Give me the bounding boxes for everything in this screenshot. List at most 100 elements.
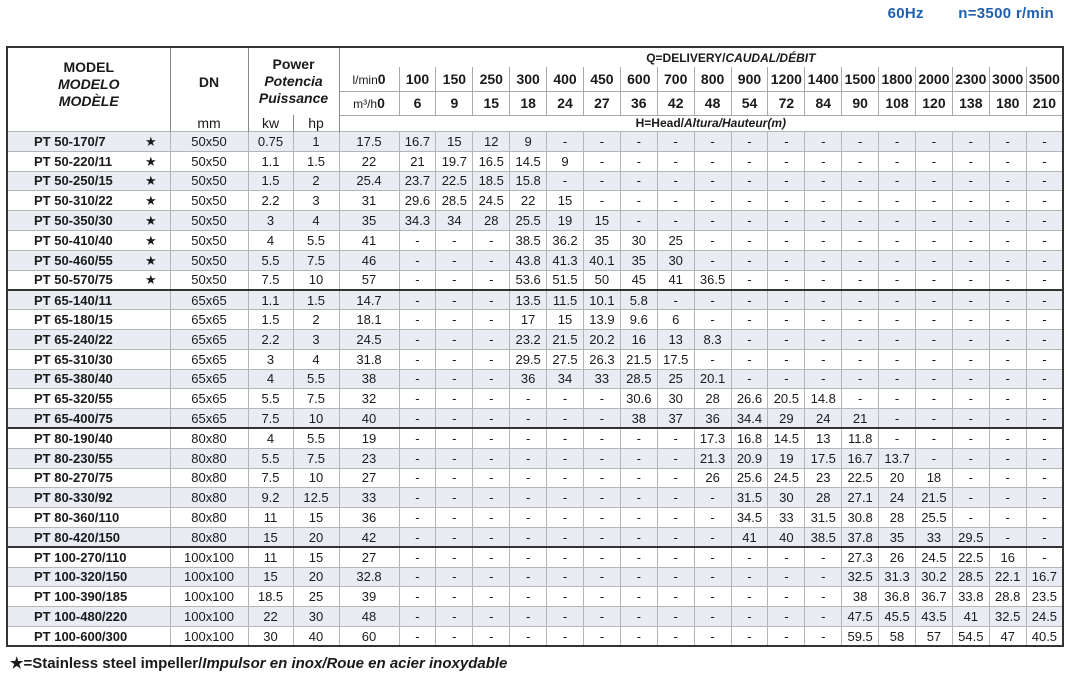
head-cell: -	[582, 586, 621, 607]
star-icon: ★	[145, 272, 157, 288]
speed-label: n=3500 r/min	[958, 5, 1054, 22]
head-cell: -	[398, 566, 436, 587]
head-cell: -	[878, 328, 916, 350]
head-cell: -	[398, 309, 436, 330]
head-cell: -	[988, 210, 1027, 231]
head-cell: -	[1025, 507, 1064, 528]
kw-cell: 3	[247, 210, 293, 231]
table-row: PT 100-390/185 100x100 18.5 25 39- - - - - - - - - - -…	[6, 586, 1064, 607]
head-cell: 24.5	[914, 546, 953, 568]
head-cell: -	[914, 249, 953, 271]
head-cell: -	[841, 348, 879, 370]
head-cell: -	[1025, 447, 1064, 469]
head-cell: -	[730, 229, 768, 251]
head-cell: 45	[619, 269, 658, 290]
lmin-col-3: 250	[472, 67, 510, 92]
head-cell: 26	[693, 467, 732, 488]
head-cell: -	[841, 210, 879, 231]
m3h-col-13: 90	[841, 91, 879, 116]
head-cell: -	[1025, 170, 1064, 191]
head-cell: -	[693, 190, 732, 211]
dn-cell: 50x50	[169, 170, 248, 191]
hp-cell: 12.5	[292, 487, 340, 508]
head-cell: -	[951, 487, 990, 508]
model-cell: PT 100-390/185	[6, 586, 170, 607]
lmin-col-4: 300	[509, 67, 547, 92]
head-cell: 32.8	[338, 566, 400, 587]
head-cell: 19	[338, 427, 400, 449]
head-cell: -	[472, 586, 510, 607]
head-cell: -	[582, 150, 621, 172]
head-cell: 30.2	[914, 566, 953, 587]
model-fr: MODÈLE	[58, 93, 119, 109]
model-cell: PT 65-310/30	[6, 348, 170, 370]
head-cell: 16.8	[730, 427, 768, 449]
head-cell: -	[730, 368, 768, 389]
head-cell: -	[988, 507, 1027, 528]
head-cell: -	[435, 309, 473, 330]
head-cell: -	[472, 309, 510, 330]
head-cell: 37.8	[841, 526, 879, 548]
model-cell: PT 50-460/55 ★	[6, 249, 170, 271]
dn-cell: 100x100	[169, 606, 248, 627]
dn-unit: mm	[170, 115, 249, 132]
head-cell: -	[398, 625, 436, 647]
m3h-col-6: 27	[582, 91, 621, 116]
head-cell: 23.7	[398, 170, 436, 191]
head-cell: 33	[582, 368, 621, 389]
head-cell: -	[914, 229, 953, 251]
hp-cell: 15	[292, 507, 340, 528]
head-cell: -	[693, 288, 732, 310]
head-cell: -	[1025, 546, 1064, 568]
head-cell: -	[546, 625, 584, 647]
head-cell: -	[951, 507, 990, 528]
head-cell: -	[878, 408, 916, 429]
dn-cell: 65x65	[169, 368, 248, 389]
head-cell: 36.5	[693, 269, 732, 290]
dn-cell: 65x65	[169, 328, 248, 350]
head-cell: -	[730, 546, 768, 568]
hp-cell: 7.5	[292, 447, 340, 469]
head-cell: 9.6	[619, 309, 658, 330]
head-cell: -	[582, 131, 621, 152]
model-es: MODELO	[58, 76, 120, 92]
m3h-col-14: 108	[878, 91, 916, 116]
m3h-col-12: 84	[804, 91, 842, 116]
model-name: PT 50-350/30	[34, 213, 113, 229]
head-cell: -	[656, 210, 695, 231]
head-cell: 28.5	[619, 368, 658, 389]
model-cell: PT 80-420/150	[6, 526, 170, 548]
head-cell: 33	[914, 526, 953, 548]
dn-cell: 50x50	[169, 131, 248, 152]
head-cell: -	[1025, 368, 1064, 389]
head-cell: 18	[914, 467, 953, 488]
head-cell: -	[914, 150, 953, 172]
head-cell: -	[1025, 467, 1064, 488]
head-cell: -	[951, 288, 990, 310]
model-name: PT 50-250/15	[34, 173, 113, 189]
pump-performance-table: MODEL MODELO MODÈLE DN Power Potencia Pu…	[6, 46, 1065, 648]
head-cell: 40.1	[582, 249, 621, 271]
dn-cell: 100x100	[169, 586, 248, 607]
table-row: PT 65-140/11 65x65 1.1 1.5 14.7- - -13.5 11.5 10…	[6, 288, 1064, 310]
head-cell: -	[509, 507, 547, 528]
hp-cell: 5.5	[292, 368, 340, 389]
head-cell: -	[472, 408, 510, 429]
lmin-unit: l/min	[352, 72, 378, 87]
kw-cell: 30	[247, 625, 293, 647]
head-cell: -	[693, 487, 732, 508]
head-cell: -	[582, 566, 621, 587]
head-cell: 16	[988, 546, 1027, 568]
head-cell: -	[582, 526, 621, 548]
star-icon: ★	[145, 173, 157, 189]
head-cell: -	[619, 507, 658, 528]
head-cell: 22.5	[951, 546, 990, 568]
hp-cell: 7.5	[292, 249, 340, 271]
head-cell: 29.6	[398, 190, 436, 211]
head-cell: -	[656, 606, 695, 627]
lmin-col-15: 2000	[914, 67, 953, 92]
head-cell: 43.5	[914, 606, 953, 627]
head-cell: -	[1025, 131, 1064, 152]
kw-cell: 15	[247, 566, 293, 587]
head-cell: 41	[951, 606, 990, 627]
